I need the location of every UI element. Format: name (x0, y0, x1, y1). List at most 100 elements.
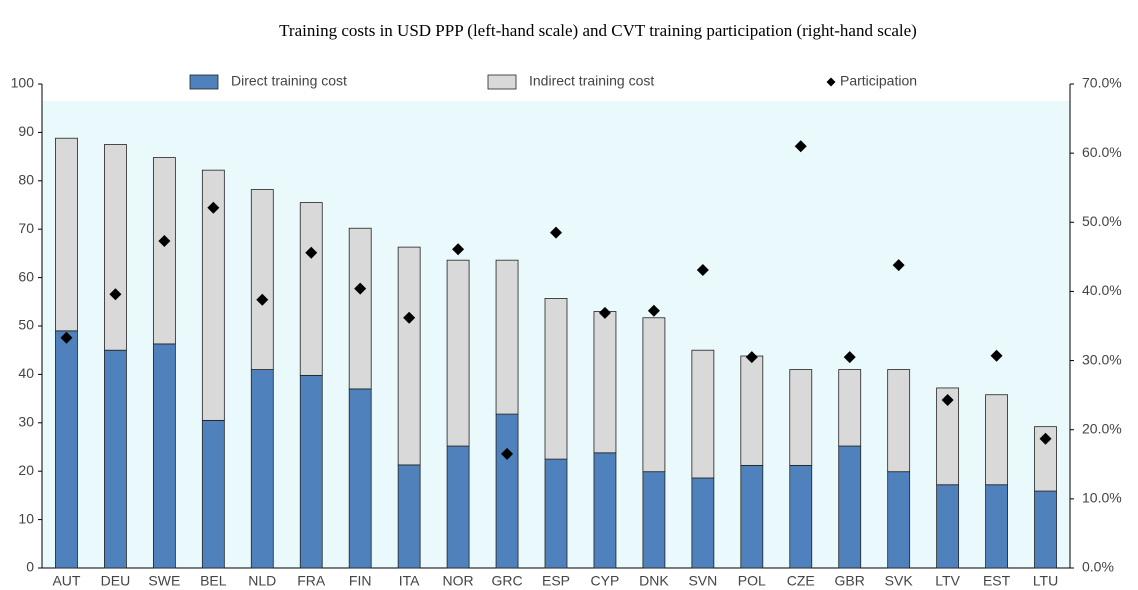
y2-tick-label: 70.0% (1082, 75, 1122, 91)
bar (887, 369, 911, 473)
bar (250, 369, 274, 569)
participation-marker (403, 311, 416, 324)
x-tick-label: CYP (591, 573, 620, 589)
participation-marker (354, 282, 367, 295)
participation-marker (256, 293, 269, 306)
y-tick-label: 40 (18, 365, 34, 381)
bar (1034, 490, 1057, 569)
y-tick-label: 80 (18, 172, 34, 188)
x-tick-label: ITA (399, 573, 420, 589)
bar (740, 464, 764, 569)
participation-marker (941, 393, 954, 406)
bar (936, 387, 960, 486)
chart-title: Training costs in USD PPP (left-hand sca… (279, 21, 917, 40)
y2-tick-label: 20.0% (1082, 420, 1122, 436)
bar (152, 157, 176, 345)
participation-marker (990, 349, 1003, 362)
bar (299, 202, 323, 376)
x-tick-label: SVN (688, 573, 717, 589)
bar (789, 464, 813, 569)
x-tick-label: AUT (52, 573, 80, 589)
x-tick-label: DNK (639, 573, 669, 589)
bar (593, 311, 617, 454)
x-tick-label: ESP (542, 573, 570, 589)
y-tick-label: 10 (18, 510, 34, 526)
bar (495, 413, 519, 569)
participation-marker (501, 447, 514, 460)
bar (104, 349, 127, 569)
x-tick-label: SVK (885, 573, 914, 589)
legend-label: Direct training cost (231, 73, 347, 89)
participation-marker (305, 246, 318, 259)
x-tick-label: CZE (787, 573, 815, 589)
x-tick-label: EST (983, 573, 1011, 589)
y-tick-label: 60 (18, 268, 34, 284)
participation-marker (745, 351, 758, 364)
bar (1034, 426, 1057, 492)
participation-marker (696, 263, 709, 276)
bar (985, 484, 1008, 569)
participation-marker (60, 331, 73, 344)
x-tick-label: BEL (200, 573, 227, 589)
x-tick-label: FRA (297, 573, 326, 589)
y-tick-label: 0 (26, 559, 34, 575)
x-tick-label: POL (738, 573, 766, 589)
y-tick-label: 70 (18, 220, 34, 236)
bar (348, 388, 372, 569)
bar (104, 144, 127, 351)
y2-tick-label: 30.0% (1082, 351, 1122, 367)
participation-marker (452, 243, 465, 256)
participation-marker (207, 201, 220, 214)
bar (446, 445, 470, 569)
bar (838, 369, 862, 447)
bar (250, 189, 274, 370)
y-tick-label: 50 (18, 317, 34, 333)
bar (397, 464, 421, 569)
bar (55, 137, 78, 332)
x-tick-label: NLD (248, 573, 276, 589)
bar (495, 259, 519, 415)
x-tick-label: SWE (148, 573, 180, 589)
participation-marker (109, 288, 122, 301)
legend-label: Indirect training cost (529, 73, 654, 89)
y2-tick-label: 10.0% (1082, 490, 1122, 506)
y-tick-label: 20 (18, 462, 34, 478)
participation-marker (892, 259, 905, 272)
bar (936, 484, 960, 569)
bar (593, 452, 617, 569)
bar (838, 445, 862, 569)
participation-marker (843, 351, 856, 364)
y2-tick-label: 60.0% (1082, 144, 1122, 160)
y2-tick-label: 50.0% (1082, 213, 1122, 229)
participation-marker (647, 304, 660, 317)
legend-swatch (487, 74, 517, 90)
bar (201, 419, 225, 569)
bar (691, 349, 715, 479)
bar (740, 355, 764, 466)
bar (397, 246, 421, 466)
x-tick-label: DEU (101, 573, 131, 589)
y2-tick-label: 40.0% (1082, 282, 1122, 298)
legend-swatch (189, 74, 219, 90)
y-tick-label: 100 (11, 75, 35, 91)
bar (887, 471, 911, 569)
participation-marker (598, 306, 611, 319)
bar (348, 227, 372, 390)
participation-marker (158, 234, 171, 247)
bar (642, 471, 666, 569)
legend-marker (826, 77, 836, 87)
participation-marker (1039, 432, 1052, 445)
bar (55, 330, 78, 569)
y-tick-label: 30 (18, 414, 34, 430)
bar (789, 369, 813, 466)
bar (446, 259, 470, 447)
bar (152, 343, 176, 569)
x-tick-label: LTU (1033, 573, 1058, 589)
x-tick-label: GBR (835, 573, 865, 589)
x-tick-label: FIN (349, 573, 372, 589)
bar (201, 169, 225, 421)
bar (642, 317, 666, 473)
participation-marker (794, 140, 807, 153)
y-tick-label: 90 (18, 123, 34, 139)
bar (299, 374, 323, 569)
